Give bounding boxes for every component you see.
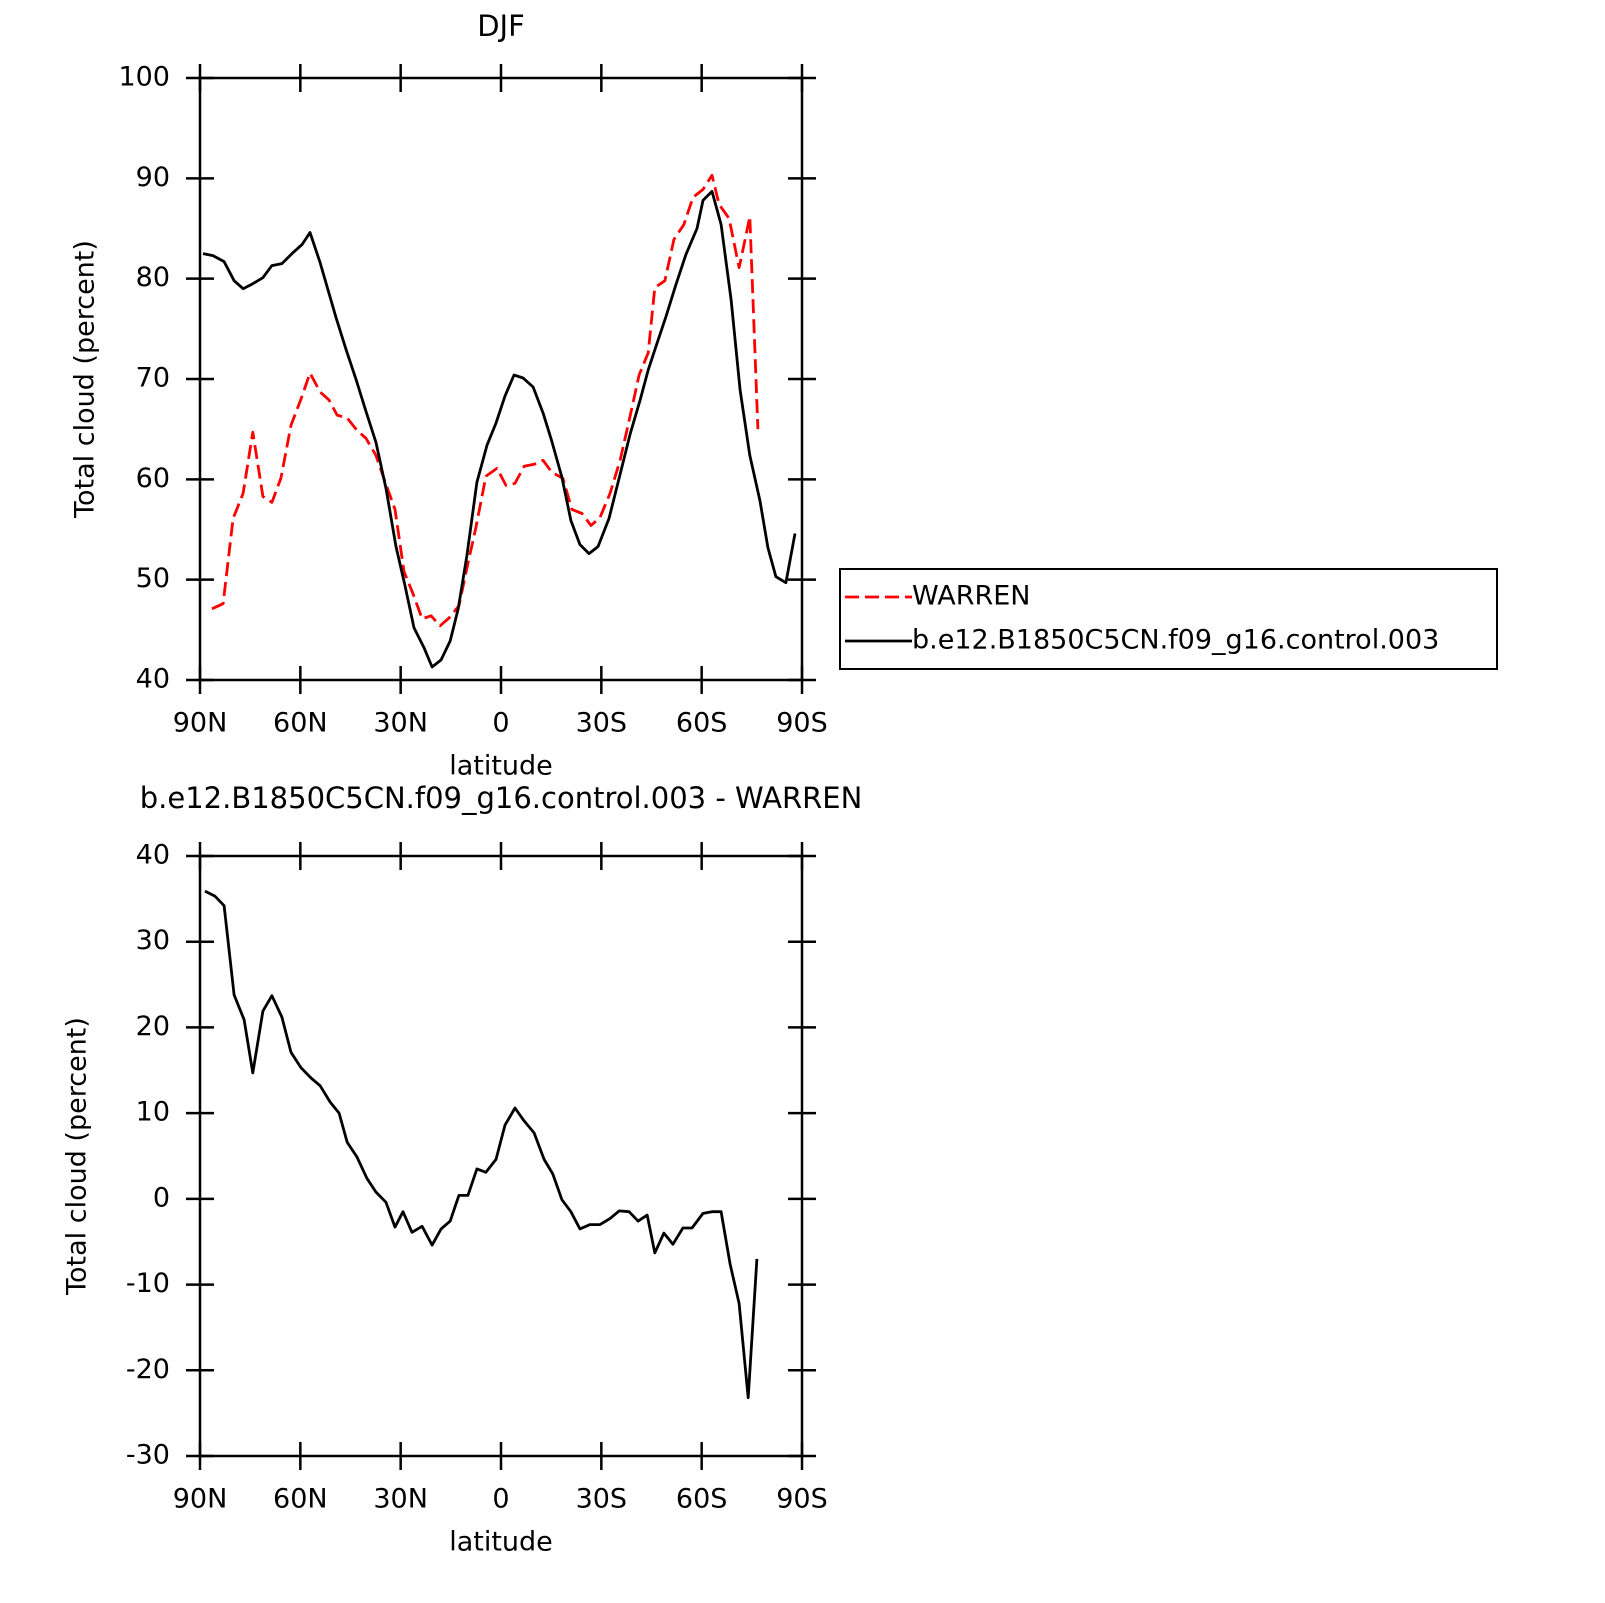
x-tick-label: 90N <box>173 708 228 739</box>
y-tick-label: 100 <box>118 62 170 93</box>
x-tick-label: 60S <box>676 1484 728 1515</box>
y-tick-label: 0 <box>153 1182 170 1213</box>
chart-title: b.e12.B1850C5CN.f09_g16.control.003 - WA… <box>140 781 863 815</box>
y-tick-label: 70 <box>136 363 170 394</box>
y-tick-label: 60 <box>136 463 170 494</box>
y-tick-label: -30 <box>126 1440 170 1471</box>
x-tick-label: 90S <box>776 708 828 739</box>
y-tick-label: 90 <box>136 162 170 193</box>
x-tick-label: 60S <box>676 708 728 739</box>
y-axis-label: Total cloud (percent) <box>70 240 101 519</box>
y-tick-label: 10 <box>136 1097 170 1128</box>
x-tick-label: 0 <box>492 1484 509 1515</box>
data-line <box>202 190 797 669</box>
x-tick-label: 90N <box>173 1484 228 1515</box>
data-line <box>211 173 760 628</box>
x-tick-label: 60N <box>273 708 328 739</box>
x-tick-label: 30N <box>373 1484 428 1515</box>
plot-frame <box>198 854 804 1458</box>
y-tick-label: 20 <box>136 1011 170 1042</box>
y-axis-label: Total cloud (percent) <box>62 1017 93 1296</box>
legend-label: WARREN <box>912 581 1030 612</box>
x-tick-label: 30S <box>576 1484 628 1515</box>
y-tick-label: 40 <box>136 840 170 871</box>
chart-title: DJF <box>477 9 525 43</box>
y-tick-label: -10 <box>126 1268 170 1299</box>
y-tick-label: 80 <box>136 262 170 293</box>
x-axis-label: latitude <box>449 1527 553 1558</box>
x-tick-label: 30S <box>576 708 628 739</box>
y-tick-label: 30 <box>136 925 170 956</box>
x-tick-label: 30N <box>373 708 428 739</box>
x-tick-label: 90S <box>776 1484 828 1515</box>
x-tick-label: 60N <box>273 1484 328 1515</box>
y-tick-label: -20 <box>126 1354 170 1385</box>
plot-frame <box>198 76 804 682</box>
x-tick-label: 0 <box>492 708 509 739</box>
legend-box <box>839 568 1498 670</box>
x-axis-label: latitude <box>449 751 553 782</box>
y-tick-label: 50 <box>136 563 170 594</box>
data-line <box>204 889 759 1400</box>
y-tick-label: 40 <box>136 664 170 695</box>
legend-label: b.e12.B1850C5CN.f09_g16.control.003 <box>912 625 1439 656</box>
